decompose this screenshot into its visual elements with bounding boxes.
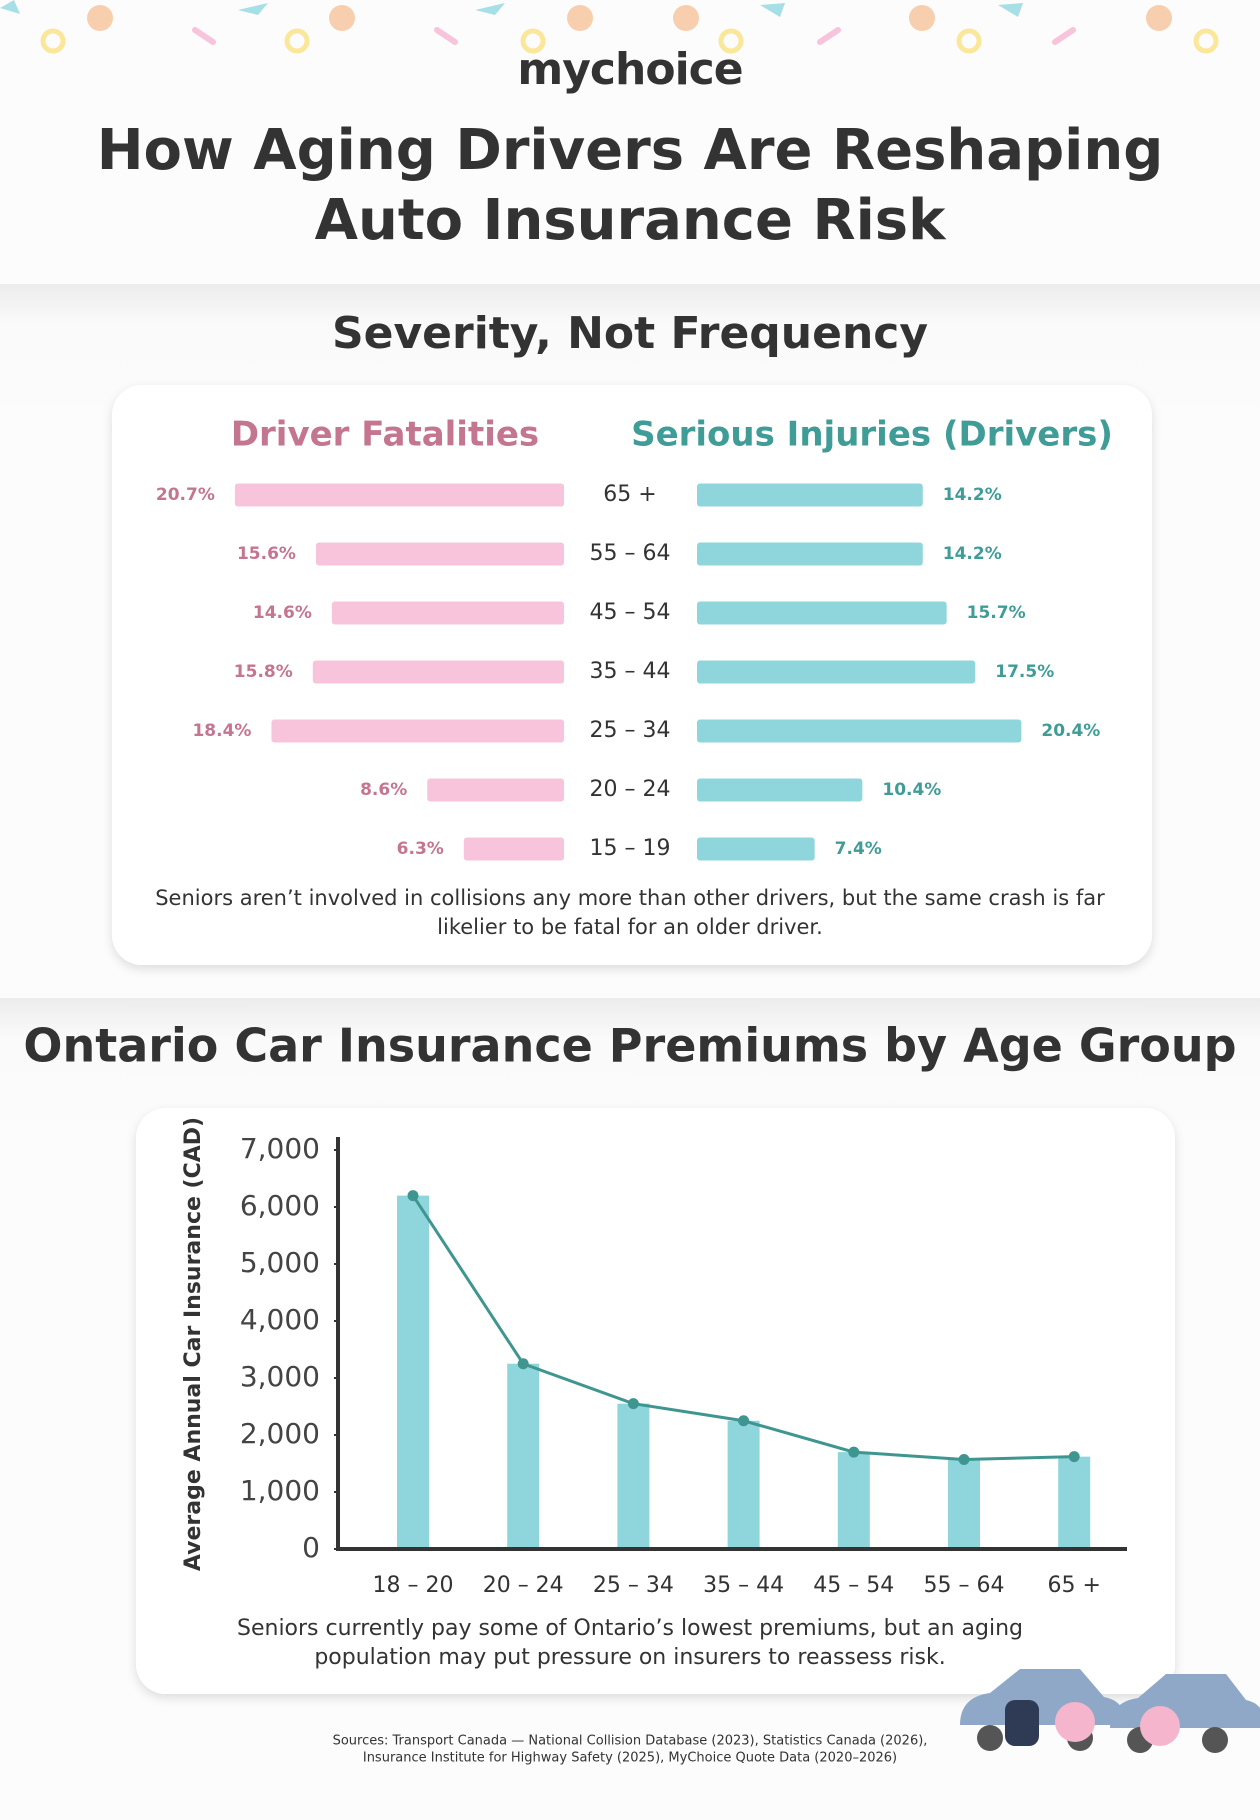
y-tick-label: 5,000 — [240, 1246, 320, 1279]
bar — [617, 1403, 650, 1549]
sources: Sources: Transport Canada — National Col… — [333, 1734, 928, 1749]
y-tick-label: 7,000 — [240, 1132, 320, 1165]
x-tick-label: 35 – 44 — [703, 1573, 784, 1598]
legend-label: Driver Fatalities — [231, 415, 539, 455]
bar — [697, 660, 976, 684]
section-title: Severity, Not Frequency — [332, 308, 928, 359]
category-label: 55 – 64 — [590, 541, 671, 566]
value-label: 8.6% — [360, 780, 407, 800]
point — [738, 1415, 750, 1427]
x-tick-label: 65 + — [1047, 1573, 1100, 1598]
chart-premiums: 0 1,000 2,000 3,000 4,000 5,000 6,000 7,000 Aver… — [181, 1117, 1127, 1598]
sources: Insurance Institute for Highway Safety (… — [363, 1751, 897, 1766]
x-tick-label: 55 – 64 — [924, 1573, 1005, 1598]
card — [112, 385, 1152, 965]
brand-logo: mychoice — [517, 44, 742, 95]
category-label: 20 – 24 — [590, 777, 671, 802]
car-illustration — [960, 1669, 1260, 1753]
bar — [727, 1420, 760, 1549]
category-label: 25 – 34 — [590, 718, 671, 743]
bar — [697, 837, 815, 861]
caption: population may put pressure on insurers … — [314, 1645, 945, 1670]
point — [627, 1398, 639, 1410]
bar — [948, 1459, 980, 1549]
bar — [697, 719, 1022, 743]
bar — [271, 719, 564, 743]
category-label: 65 + — [603, 482, 656, 507]
value-label: 6.3% — [397, 839, 444, 859]
page-title: How Aging Drivers Are Reshaping — [97, 118, 1164, 183]
caption: Seniors currently pay some of Ontario’s … — [237, 1616, 1023, 1641]
x-tick-label: 45 – 54 — [813, 1573, 894, 1598]
point — [407, 1190, 419, 1202]
category-label: 15 – 19 — [590, 836, 671, 861]
caption: likelier to be fatal for an older driver… — [437, 915, 823, 939]
y-tick-label: 1,000 — [240, 1474, 320, 1507]
value-label: 7.4% — [835, 839, 882, 859]
y-tick-label: 4,000 — [240, 1303, 320, 1336]
value-label: 20.7% — [156, 485, 215, 505]
bar — [463, 837, 564, 861]
point — [1068, 1451, 1080, 1463]
section-title: Ontario Car Insurance Premiums by Age Gr… — [23, 1019, 1236, 1073]
value-label: 14.2% — [943, 485, 1002, 505]
y-tick-label: 2,000 — [240, 1417, 320, 1450]
bar — [397, 1195, 429, 1549]
page-title: Auto Insurance Risk — [315, 188, 947, 253]
y-tick-label: 6,000 — [240, 1189, 320, 1222]
legend-label: Serious Injuries (Drivers) — [631, 415, 1113, 455]
chart-fatalities-injuries: Driver Fatalities Serious Injuries (Drive… — [156, 415, 1113, 862]
bar — [837, 1452, 870, 1549]
y-tick-label: 0 — [302, 1531, 320, 1564]
value-label: 18.4% — [192, 721, 251, 741]
value-label: 15.7% — [967, 603, 1026, 623]
value-label: 14.6% — [253, 603, 312, 623]
bar — [697, 601, 947, 625]
bar — [507, 1363, 540, 1549]
category-label: 45 – 54 — [590, 600, 671, 625]
bar — [312, 660, 564, 684]
caption: Seniors aren’t involved in collisions an… — [155, 886, 1105, 910]
value-label: 20.4% — [1041, 721, 1100, 741]
x-tick-label: 25 – 34 — [593, 1573, 674, 1598]
category-label: 35 – 44 — [590, 659, 671, 684]
bar — [697, 483, 923, 507]
bar — [697, 542, 923, 566]
confetti — [0, 0, 1219, 54]
point — [517, 1358, 529, 1370]
bar — [697, 778, 863, 802]
value-label: 14.2% — [943, 544, 1002, 564]
bar — [331, 601, 564, 625]
point — [958, 1454, 970, 1466]
bar — [315, 542, 564, 566]
y-axis-title: Average Annual Car Insurance (CAD) — [181, 1117, 206, 1571]
point — [848, 1446, 860, 1458]
value-label: 17.5% — [995, 662, 1054, 682]
value-label: 10.4% — [882, 780, 941, 800]
value-label: 15.8% — [234, 662, 293, 682]
x-tick-label: 18 – 20 — [373, 1573, 454, 1598]
y-tick-label: 3,000 — [240, 1360, 320, 1393]
value-label: 15.6% — [237, 544, 296, 564]
bar — [234, 483, 564, 507]
bar — [1058, 1456, 1091, 1549]
x-tick-label: 20 – 24 — [483, 1573, 564, 1598]
bar — [427, 778, 564, 802]
